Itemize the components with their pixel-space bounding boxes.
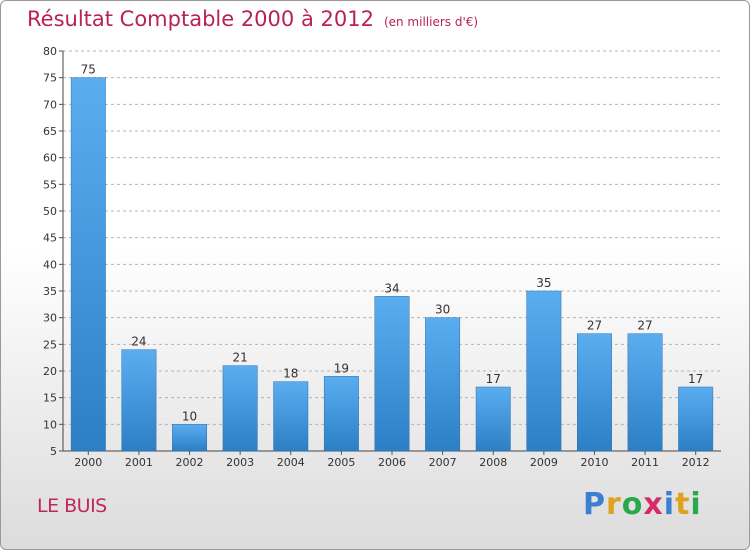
x-tick-label: 2000 — [74, 456, 102, 469]
chart-subtitle: (en milliers d'€) — [383, 15, 479, 29]
bar — [526, 290, 562, 452]
x-tick-label: 2004 — [277, 456, 305, 469]
y-tick-label: 75 — [43, 72, 57, 85]
bar-value-label: 24 — [131, 335, 146, 349]
y-tick-label: 40 — [43, 258, 57, 271]
logo-letter: P — [583, 487, 606, 522]
bar — [70, 77, 106, 452]
logo-letter: i — [690, 487, 702, 522]
bar — [475, 386, 511, 452]
bar-value-label: 19 — [334, 361, 349, 375]
bar-value-label: 17 — [688, 372, 703, 386]
x-tick-label: 2001 — [125, 456, 153, 469]
bar — [273, 381, 309, 452]
x-tick-label: 2012 — [682, 456, 710, 469]
y-tick-label: 20 — [43, 365, 57, 378]
x-tick-label: 2011 — [631, 456, 659, 469]
logo-letter: i — [663, 487, 676, 522]
bar — [374, 296, 410, 452]
bar-value-label: 18 — [283, 367, 298, 381]
bar — [121, 349, 157, 452]
bar-value-label: 30 — [435, 303, 450, 317]
commune-name: LE BUIS — [37, 495, 107, 517]
bar-value-label: 75 — [81, 63, 96, 77]
bar-value-label: 10 — [182, 409, 197, 423]
bar — [323, 376, 359, 452]
y-tick-label: 35 — [43, 285, 57, 298]
y-tick-label: 50 — [43, 205, 57, 218]
y-tick-label: 15 — [43, 392, 57, 405]
x-tick-label: 2002 — [176, 456, 204, 469]
y-tick-label: 10 — [43, 418, 57, 431]
bar — [627, 333, 663, 452]
y-tick-label: 70 — [43, 98, 57, 111]
logo-letter: r — [606, 487, 622, 522]
chart-title-block: Résultat Comptable 2000 à 2012 (en millie… — [27, 7, 478, 31]
proxiti-logo: Proxiti — [583, 487, 702, 522]
logo-letter: x — [643, 487, 664, 522]
bar-value-label: 35 — [536, 276, 551, 290]
chart-title: Résultat Comptable 2000 à 2012 — [27, 7, 374, 31]
y-tick-label: 30 — [43, 312, 57, 325]
y-tick-label: 80 — [43, 45, 57, 58]
bar — [222, 365, 258, 452]
bar — [425, 317, 461, 452]
x-tick-label: 2008 — [479, 456, 507, 469]
bar-value-label: 27 — [637, 319, 652, 333]
bar-value-label: 34 — [384, 281, 399, 295]
bar — [577, 333, 612, 452]
y-tick-label: 60 — [43, 152, 57, 165]
bar-value-label: 21 — [233, 351, 248, 365]
logo-letter: o — [621, 487, 644, 522]
y-tick-label: 55 — [43, 178, 57, 191]
x-tick-label: 2009 — [530, 456, 558, 469]
bar — [678, 386, 714, 452]
x-tick-label: 2003 — [226, 456, 254, 469]
y-tick-label: 25 — [43, 338, 57, 351]
bar — [172, 424, 207, 452]
x-tick-label: 2006 — [378, 456, 406, 469]
y-tick-label: 45 — [43, 232, 57, 245]
bar-value-label: 27 — [587, 319, 602, 333]
x-tick-label: 2010 — [580, 456, 608, 469]
x-tick-label: 2005 — [327, 456, 355, 469]
logo-letter: t — [675, 487, 691, 522]
y-tick-label: 65 — [43, 125, 57, 138]
x-tick-label: 2007 — [429, 456, 457, 469]
bar-value-label: 17 — [486, 372, 501, 386]
y-tick-label: 5 — [50, 445, 57, 458]
